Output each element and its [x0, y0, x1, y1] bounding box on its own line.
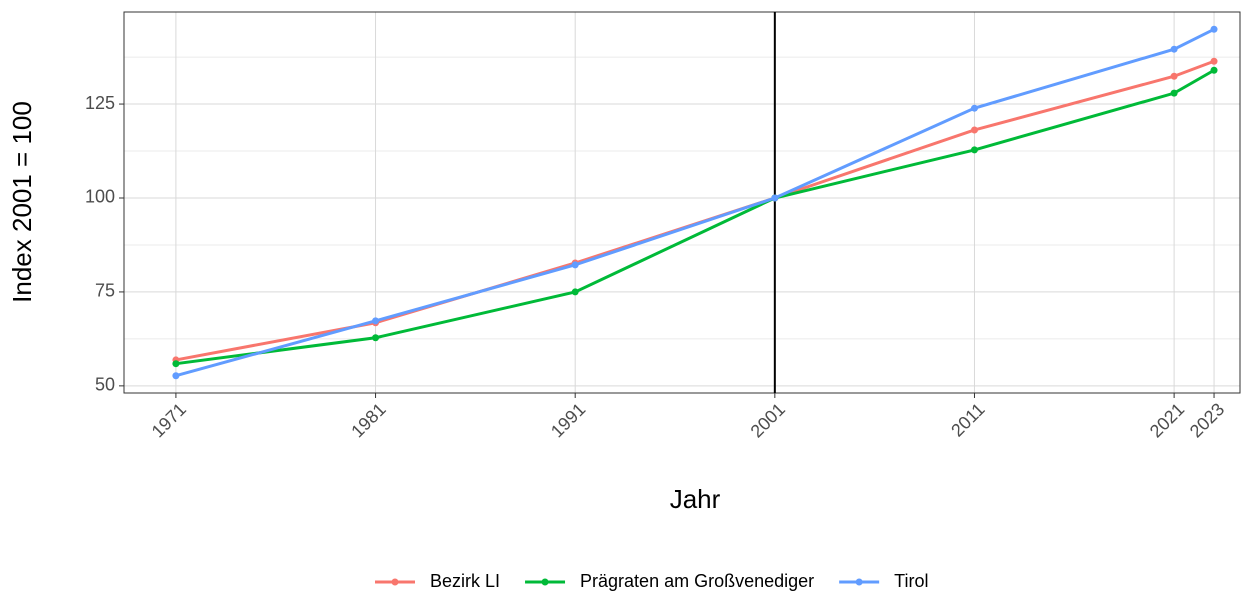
legend-key-point: [541, 578, 549, 586]
series-line: [175, 68, 1215, 366]
data-point: [970, 104, 978, 112]
legend: Bezirk LI Prägraten am Großvenediger Tirol: [375, 571, 929, 591]
data-point: [970, 146, 978, 154]
y-tick-label: 125: [85, 93, 115, 113]
legend-label: Prägraten am Großvenediger: [580, 571, 814, 591]
y-tick-label: 75: [95, 281, 115, 301]
data-point: [970, 126, 978, 134]
data-point: [571, 288, 579, 296]
y-tick-label: 100: [85, 187, 115, 207]
data-point: [1170, 89, 1178, 97]
data-point: [1170, 72, 1178, 80]
x-tick-label: 1981: [347, 399, 389, 441]
series-line: [175, 59, 1215, 362]
data-point: [172, 360, 180, 368]
legend-label: Tirol: [894, 571, 928, 591]
data-point: [1210, 25, 1218, 33]
y-tick-label: 50: [95, 375, 115, 395]
x-tick-label: 2023: [1186, 399, 1228, 441]
data-point: [1210, 57, 1218, 65]
x-tick-label: 2011: [947, 399, 989, 441]
x-tick-label: 1991: [547, 399, 589, 441]
data-point: [571, 261, 579, 269]
data-point: [1170, 45, 1178, 53]
y-axis-title: Index 2001 = 100: [7, 101, 37, 303]
x-tick-label: 1971: [148, 399, 190, 441]
data-point: [372, 334, 380, 342]
data-point: [172, 372, 180, 380]
panel-border: [123, 11, 1241, 394]
legend-key-point: [855, 578, 863, 586]
legend-key-point: [391, 578, 399, 586]
data-point: [1210, 66, 1218, 74]
series-line: [175, 27, 1215, 378]
legend-label: Bezirk LI: [430, 571, 500, 591]
x-tick-label: 2021: [1146, 399, 1188, 441]
data-point: [372, 317, 380, 325]
x-axis-title: Jahr: [670, 484, 721, 514]
x-tick-label: 2001: [747, 399, 789, 441]
data-point: [771, 194, 779, 202]
